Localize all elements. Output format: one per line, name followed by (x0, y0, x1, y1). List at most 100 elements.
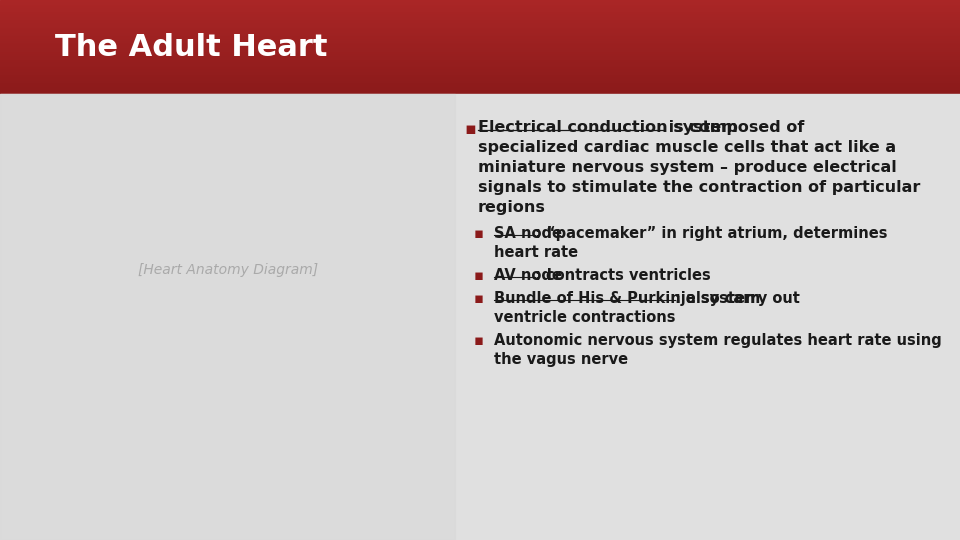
Bar (0, 21, 960, 22)
Bar (0, 33, 960, 34)
Bar (0, 45, 960, 46)
Text: ▪: ▪ (474, 226, 484, 241)
Bar (0, 74, 960, 75)
Bar (0, 92, 960, 93)
Bar (0, 63, 960, 65)
Bar (0, 58, 960, 59)
Bar (0, 46, 960, 47)
Text: SA node: SA node (494, 226, 562, 241)
Bar (0, 44, 960, 45)
Text: Autonomic nervous system regulates heart rate using: Autonomic nervous system regulates heart… (494, 333, 942, 348)
Bar (0, 26, 960, 27)
Bar (0, 39, 960, 40)
Text: ▪: ▪ (474, 291, 484, 306)
Bar (0, 16, 960, 18)
Bar (0, 47, 960, 48)
Bar (0, 54, 960, 55)
Bar (0, 61, 960, 62)
Bar (0, 1, 960, 2)
Bar (0, 52, 960, 53)
Bar (0, 73, 960, 74)
Text: Electrical conduction system: Electrical conduction system (478, 120, 743, 135)
Bar (0, 20, 960, 21)
Bar (0, 25, 960, 26)
Bar (0, 51, 960, 52)
Bar (0, 81, 960, 82)
Bar (0, 88, 960, 89)
Text: [Heart Anatomy Diagram]: [Heart Anatomy Diagram] (138, 263, 318, 277)
Bar (0, 6, 960, 7)
Bar (0, 4, 960, 5)
Text: ▪: ▪ (464, 120, 476, 138)
Bar (0, 13, 960, 14)
Bar (0, 28, 960, 29)
Bar (0, 42, 960, 44)
Bar (0, 31, 960, 32)
Bar (0, 55, 960, 56)
Bar (0, 72, 960, 73)
Bar (0, 14, 960, 15)
Bar (0, 71, 960, 72)
Bar (0, 49, 960, 51)
Bar (0, 5, 960, 6)
Text: : also carry out: : also carry out (675, 291, 800, 306)
Bar (0, 87, 960, 88)
Bar (0, 67, 960, 68)
Bar (0, 29, 960, 31)
Bar (0, 18, 960, 19)
Bar (0, 91, 960, 92)
Bar (0, 80, 960, 81)
Bar (0, 78, 960, 79)
Bar (0, 12, 960, 13)
Bar (0, 40, 960, 41)
Bar (0, 85, 960, 86)
Bar (0, 0, 960, 1)
Bar (0, 69, 960, 71)
Bar (0, 94, 960, 540)
Bar (0, 56, 960, 58)
Bar (0, 11, 960, 12)
Bar (0, 7, 960, 8)
Text: : contracts ventricles: : contracts ventricles (535, 268, 710, 283)
Text: Bundle of His & Purkinje system: Bundle of His & Purkinje system (494, 291, 760, 306)
Bar (0, 27, 960, 28)
Text: the vagus nerve: the vagus nerve (494, 352, 628, 367)
Bar (0, 41, 960, 42)
Bar (0, 9, 960, 11)
Bar (0, 86, 960, 87)
Bar (0, 82, 960, 83)
Bar (0, 76, 960, 78)
Bar (0, 62, 960, 63)
Bar (0, 93, 960, 94)
Bar (0, 59, 960, 60)
Bar (0, 35, 960, 36)
Text: ▪: ▪ (474, 268, 484, 283)
Bar (0, 83, 960, 85)
Text: ventricle contractions: ventricle contractions (494, 310, 676, 325)
Text: regions: regions (478, 200, 546, 215)
Bar (0, 2, 960, 4)
Bar (0, 68, 960, 69)
Text: AV node: AV node (494, 268, 562, 283)
Bar (0, 32, 960, 33)
Bar (0, 8, 960, 9)
Bar (0, 19, 960, 20)
Text: signals to stimulate the contraction of particular: signals to stimulate the contraction of … (478, 180, 921, 195)
Bar (0, 38, 960, 39)
Text: : “pacemaker” in right atrium, determines: : “pacemaker” in right atrium, determine… (535, 226, 887, 241)
Text: ▪: ▪ (474, 333, 484, 348)
Bar (0, 48, 960, 49)
Text: miniature nervous system – produce electrical: miniature nervous system – produce elect… (478, 160, 897, 175)
Bar (0, 34, 960, 35)
Bar (0, 66, 960, 67)
Bar (0, 36, 960, 38)
Bar (0, 79, 960, 80)
Text: is composed of: is composed of (663, 120, 804, 135)
Bar (0, 65, 960, 66)
Text: heart rate: heart rate (494, 245, 578, 260)
Bar (0, 53, 960, 54)
Text: specialized cardiac muscle cells that act like a: specialized cardiac muscle cells that ac… (478, 140, 896, 155)
Text: The Adult Heart: The Adult Heart (55, 32, 327, 62)
Bar (0, 60, 960, 61)
Bar (0, 24, 960, 25)
